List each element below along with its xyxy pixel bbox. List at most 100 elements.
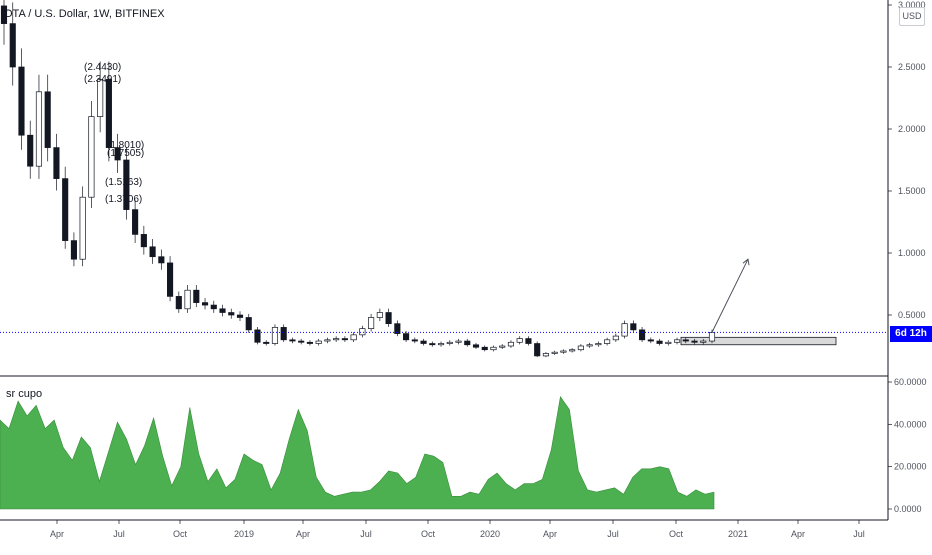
price-annotation: (1.8010) <box>107 140 144 151</box>
candle <box>403 333 410 341</box>
candle <box>62 178 69 241</box>
candle <box>499 345 506 348</box>
candle <box>53 147 60 179</box>
candle <box>455 340 462 343</box>
candle <box>595 343 602 346</box>
candle <box>201 302 209 306</box>
candle <box>306 341 313 344</box>
candle <box>114 147 121 161</box>
candle <box>691 340 698 343</box>
candle <box>490 346 497 351</box>
price-annotation: (1.7505) <box>107 148 144 159</box>
candle <box>630 323 637 331</box>
time-tick-label: 2021 <box>728 529 748 539</box>
candle <box>569 349 576 352</box>
price-tick-label: 0.5000 <box>898 310 926 320</box>
candle <box>464 340 471 346</box>
candle <box>472 344 480 348</box>
candle <box>411 339 418 342</box>
candle <box>604 339 611 344</box>
projection-arrow <box>711 258 749 333</box>
chart-title: OTA / U.S. Dollar, 1W, BITFINEX <box>4 8 165 20</box>
candle <box>551 351 558 354</box>
candle <box>105 79 112 148</box>
candle <box>35 91 43 167</box>
candle <box>289 339 296 342</box>
candle <box>236 314 244 318</box>
candle <box>385 312 392 325</box>
candle <box>516 338 523 343</box>
time-tick-label: Jul <box>607 529 619 539</box>
indicator-area <box>0 396 715 510</box>
candle <box>507 341 515 347</box>
indicator-tick-label: 20.0000 <box>894 462 927 472</box>
candle <box>280 327 287 341</box>
candle <box>70 240 77 260</box>
candle <box>542 353 549 357</box>
candle <box>167 262 174 297</box>
candle <box>210 304 217 310</box>
candle <box>228 312 235 316</box>
candle <box>394 323 401 334</box>
candle <box>219 308 226 313</box>
indicator-title: sr cupo <box>6 388 43 400</box>
candle <box>254 329 261 343</box>
candle <box>639 329 646 341</box>
time-tick-label: Jul <box>360 529 372 539</box>
time-tick-label: Apr <box>296 529 310 539</box>
candle <box>682 339 689 342</box>
candle <box>333 338 340 341</box>
currency-badge[interactable]: USD <box>899 7 925 26</box>
time-tick-label: Oct <box>669 529 684 539</box>
candle <box>175 296 182 310</box>
time-tick-label: Oct <box>173 529 188 539</box>
candle <box>27 134 34 167</box>
candle <box>158 256 165 264</box>
candle <box>429 343 436 346</box>
candle <box>368 317 375 329</box>
price-tick-label: 2.5000 <box>898 62 926 72</box>
candle <box>324 339 331 342</box>
price-tick-label: 2.0000 <box>898 124 926 134</box>
candle <box>149 246 156 258</box>
candle <box>560 350 567 353</box>
candle <box>9 23 16 68</box>
candle <box>656 340 663 344</box>
candle <box>245 317 252 331</box>
indicator-tick-label: 0.0000 <box>894 504 922 514</box>
time-tick-label: Apr <box>791 529 805 539</box>
candle <box>193 289 200 303</box>
candle <box>647 339 654 342</box>
candle <box>621 323 628 337</box>
price-annotation: (1.3706) <box>105 194 142 205</box>
candle <box>97 79 104 117</box>
candle <box>446 341 453 344</box>
candle <box>359 328 366 336</box>
candle <box>140 234 147 248</box>
candle <box>586 344 593 347</box>
candle <box>612 335 619 341</box>
time-tick-label: Apr <box>543 529 557 539</box>
candle <box>376 312 383 318</box>
time-tick-label: Oct <box>421 529 436 539</box>
price-annotation: (1.5163) <box>105 177 142 188</box>
indicator-tick-label: 40.0000 <box>894 419 927 429</box>
candle <box>481 346 488 351</box>
candle <box>88 116 95 198</box>
candle <box>123 159 130 210</box>
candle <box>708 332 716 342</box>
time-tick-label: Jul <box>113 529 125 539</box>
candle <box>18 66 25 136</box>
candle <box>315 340 322 344</box>
countdown-badge: 6d 12h <box>890 326 932 342</box>
candle <box>577 345 584 351</box>
time-tick-label: Apr <box>50 529 64 539</box>
price-annotation: (2.4430) <box>84 62 121 73</box>
time-tick-label: 2020 <box>480 529 500 539</box>
time-tick-label: 2019 <box>234 529 254 539</box>
candle <box>673 339 681 343</box>
price-tick-label: 1.5000 <box>898 186 926 196</box>
candle <box>665 341 672 344</box>
candle <box>44 91 51 148</box>
